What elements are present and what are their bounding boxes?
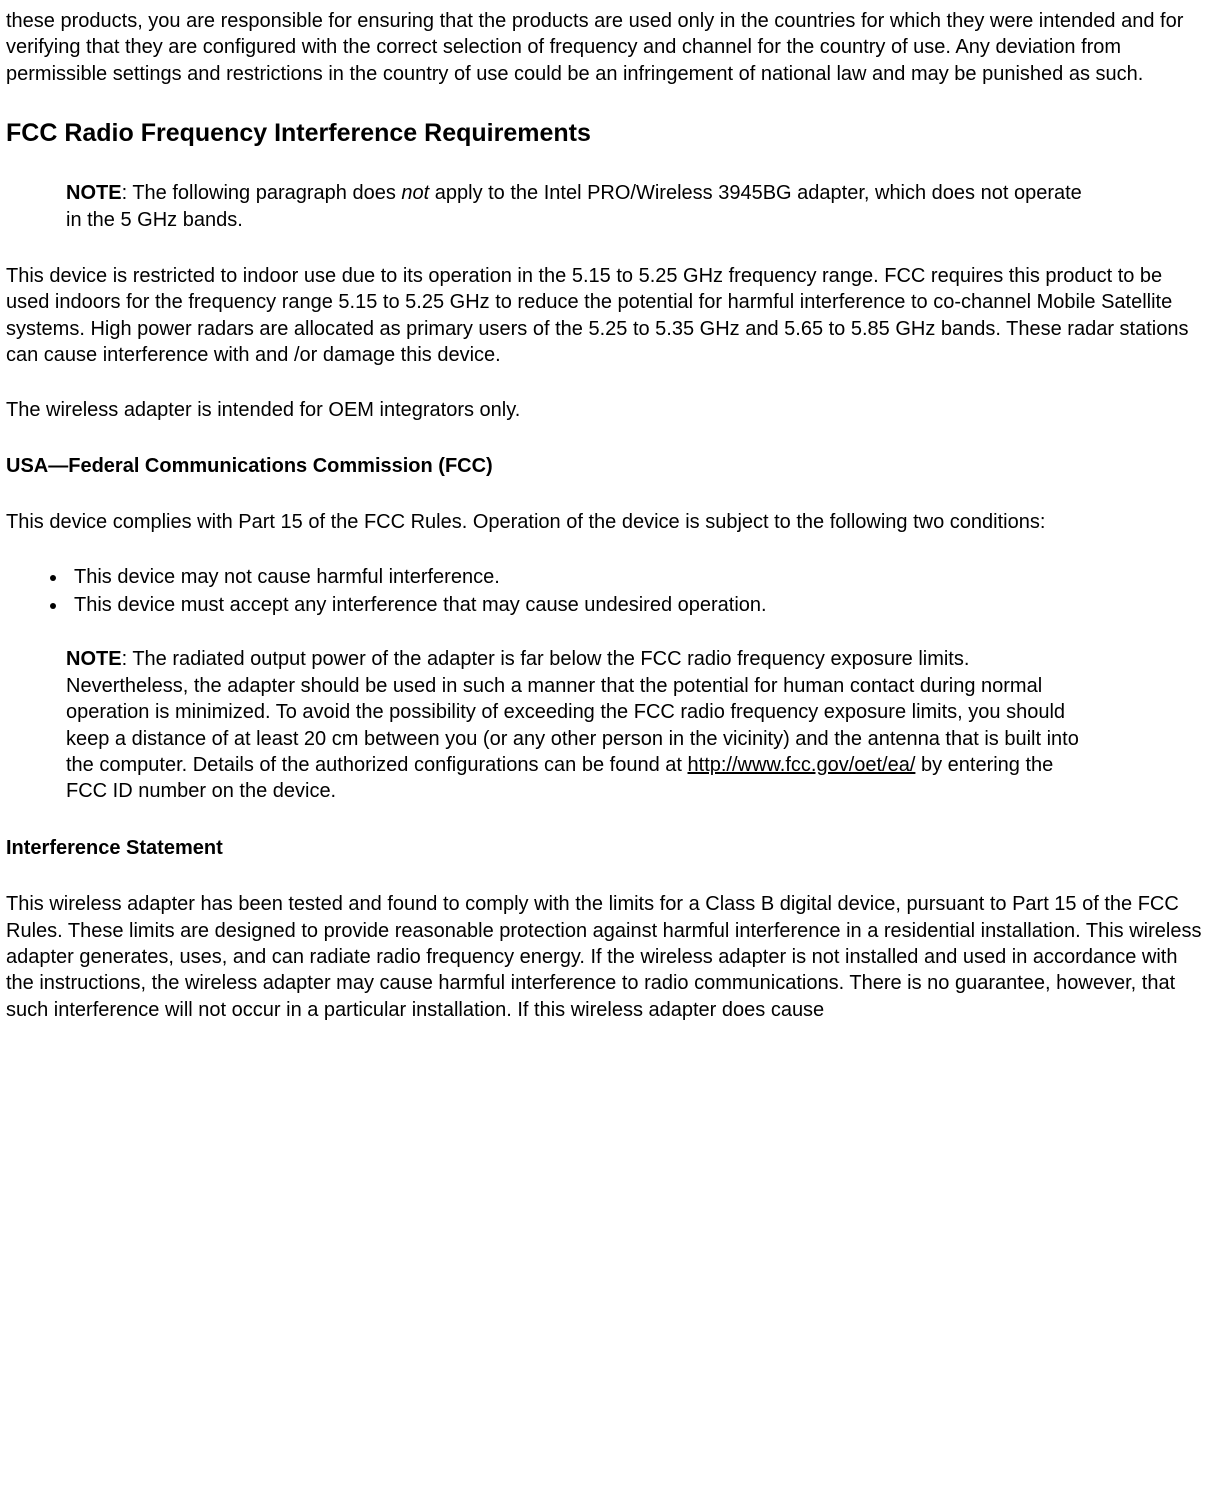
- para-interference: This wireless adapter has been tested an…: [6, 891, 1203, 1023]
- conditions-list: This device may not cause harmful interf…: [6, 564, 1203, 619]
- heading-interference-statement: Interference Statement: [6, 835, 1203, 861]
- note-block-1: NOTE: The following paragraph does not a…: [66, 180, 1086, 233]
- heading-usa-fcc: USA—Federal Communications Commission (F…: [6, 453, 1203, 479]
- intro-paragraph: these products, you are responsible for …: [6, 8, 1203, 87]
- note-text-before: : The following paragraph does: [122, 182, 402, 204]
- heading-fcc-requirements: FCC Radio Frequency Interference Require…: [6, 117, 1203, 150]
- note-italic-not: not: [401, 182, 429, 204]
- note-label: NOTE: [66, 648, 122, 670]
- note-block-2: NOTE: The radiated output power of the a…: [66, 646, 1086, 804]
- list-item: This device may not cause harmful interf…: [68, 564, 1203, 590]
- list-item: This device must accept any interference…: [68, 592, 1203, 618]
- fcc-link[interactable]: http://www.fcc.gov/oet/ea/: [688, 754, 916, 776]
- para-indoor-use: This device is restricted to indoor use …: [6, 263, 1203, 369]
- para-oem: The wireless adapter is intended for OEM…: [6, 397, 1203, 423]
- para-complies: This device complies with Part 15 of the…: [6, 509, 1203, 535]
- note-label: NOTE: [66, 182, 122, 204]
